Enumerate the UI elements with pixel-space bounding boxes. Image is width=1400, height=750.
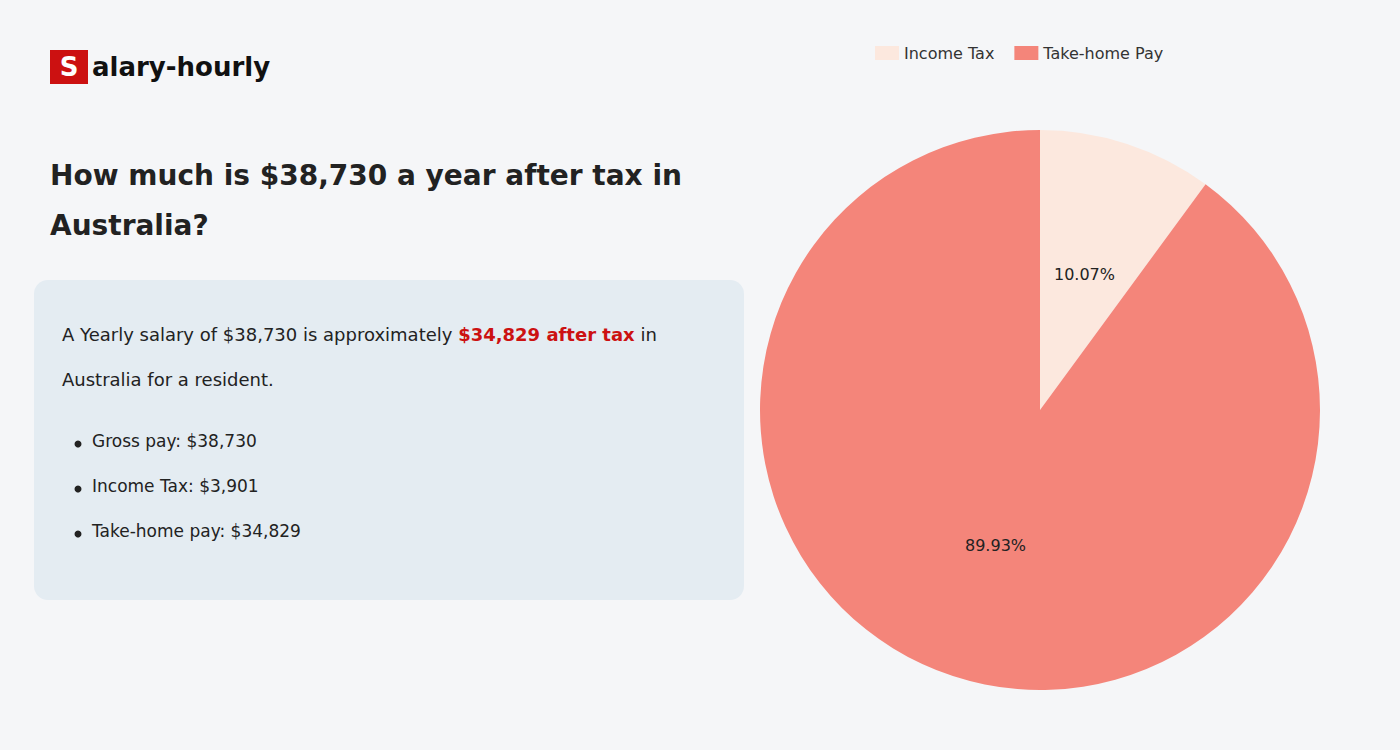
svg-text:Australia?: Australia? bbox=[50, 209, 209, 242]
svg-text:Gross pay: $38,730: Gross pay: $38,730 bbox=[92, 431, 257, 451]
svg-text:Income Tax: $3,901: Income Tax: $3,901 bbox=[92, 476, 259, 496]
svg-text:Income Tax: Income Tax bbox=[904, 44, 994, 63]
svg-text:89.93%: 89.93% bbox=[965, 536, 1026, 555]
svg-text:10.07%: 10.07% bbox=[1054, 265, 1115, 284]
svg-text:A Yearly salary of $38,730 is: A Yearly salary of $38,730 is approximat… bbox=[62, 324, 458, 345]
svg-text:How much is $38,730 a year aft: How much is $38,730 a year after tax in bbox=[50, 159, 682, 192]
svg-text:Take-home pay: $34,829: Take-home pay: $34,829 bbox=[91, 521, 301, 541]
svg-text:$34,829 after tax: $34,829 after tax bbox=[458, 324, 635, 345]
svg-text:in: in bbox=[635, 324, 657, 345]
svg-text:Take-home Pay: Take-home Pay bbox=[1042, 44, 1163, 63]
svg-text:Australia for a resident.: Australia for a resident. bbox=[62, 369, 274, 390]
svg-text:alary-hourly: alary-hourly bbox=[92, 52, 270, 82]
svg-text:S: S bbox=[60, 52, 79, 82]
